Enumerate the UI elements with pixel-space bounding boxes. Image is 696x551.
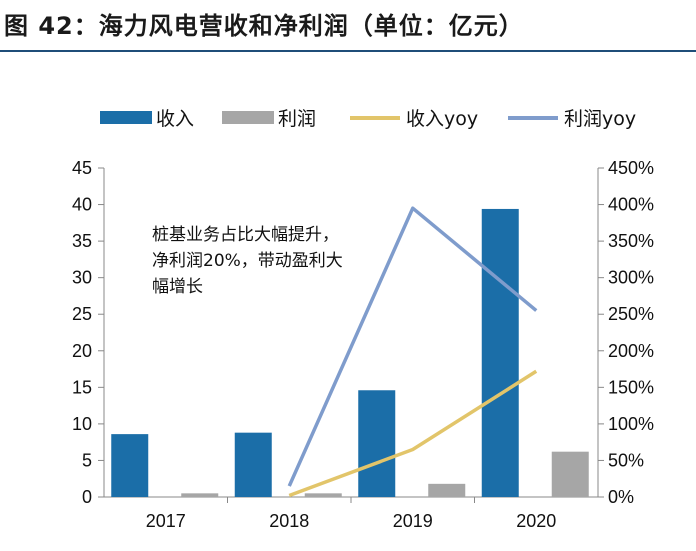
left-tick-label: 10 (72, 414, 92, 434)
x-category-label: 2020 (516, 511, 556, 531)
revenue-bar (234, 432, 272, 497)
right-tick-label: 0% (608, 487, 634, 507)
left-tick-label: 20 (72, 341, 92, 361)
left-tick-label: 45 (72, 158, 92, 178)
left-tick-label: 30 (72, 268, 92, 288)
revenue-bar (481, 208, 519, 498)
legend-profit-swatch (222, 111, 274, 124)
left-tick-label: 5 (82, 450, 92, 470)
right-tick-label: 400% (608, 195, 654, 215)
profit-bar (304, 493, 342, 497)
legend-profit-yoy-label: 利润yoy (564, 108, 636, 130)
x-category-label: 2018 (269, 511, 309, 531)
x-category-label: 2017 (146, 511, 186, 531)
right-tick-label: 150% (608, 377, 654, 397)
right-tick-label: 300% (608, 268, 654, 288)
revenue-bar (111, 434, 149, 497)
revenue-bar (358, 390, 396, 497)
profit-bar (551, 451, 589, 497)
legend-profit-label: 利润 (278, 108, 316, 130)
right-tick-label: 350% (608, 231, 654, 251)
left-tick-label: 35 (72, 231, 92, 251)
right-tick-label: 450% (608, 158, 654, 178)
profit-yoy-line (287, 206, 538, 487)
left-tick-label: 25 (72, 304, 92, 324)
annotation-line: 幅增长 (152, 277, 203, 297)
profit-bar (428, 483, 466, 497)
legend-revenue-swatch (100, 111, 152, 124)
left-tick-label: 0 (82, 487, 92, 507)
annotation-line: 桩基业务占比大幅提升， (152, 225, 339, 245)
left-tick-label: 15 (72, 377, 92, 397)
right-tick-label: 200% (608, 341, 654, 361)
annotation-line: 净利润20%，带动盈利大 (152, 251, 343, 271)
revenue-yoy-line (288, 369, 538, 498)
x-category-label: 2019 (393, 511, 433, 531)
left-tick-label: 40 (72, 195, 92, 215)
profit-bar (181, 493, 219, 497)
right-tick-label: 50% (608, 450, 644, 470)
right-tick-label: 100% (608, 414, 654, 434)
legend-revenue-yoy-label: 收入yoy (406, 108, 478, 130)
right-tick-label: 250% (608, 304, 654, 324)
figure-title: 图 42：海力风电营收和净利润（单位：亿元） (4, 12, 524, 40)
legend-revenue-label: 收入 (156, 108, 194, 130)
title-underline (0, 50, 696, 52)
